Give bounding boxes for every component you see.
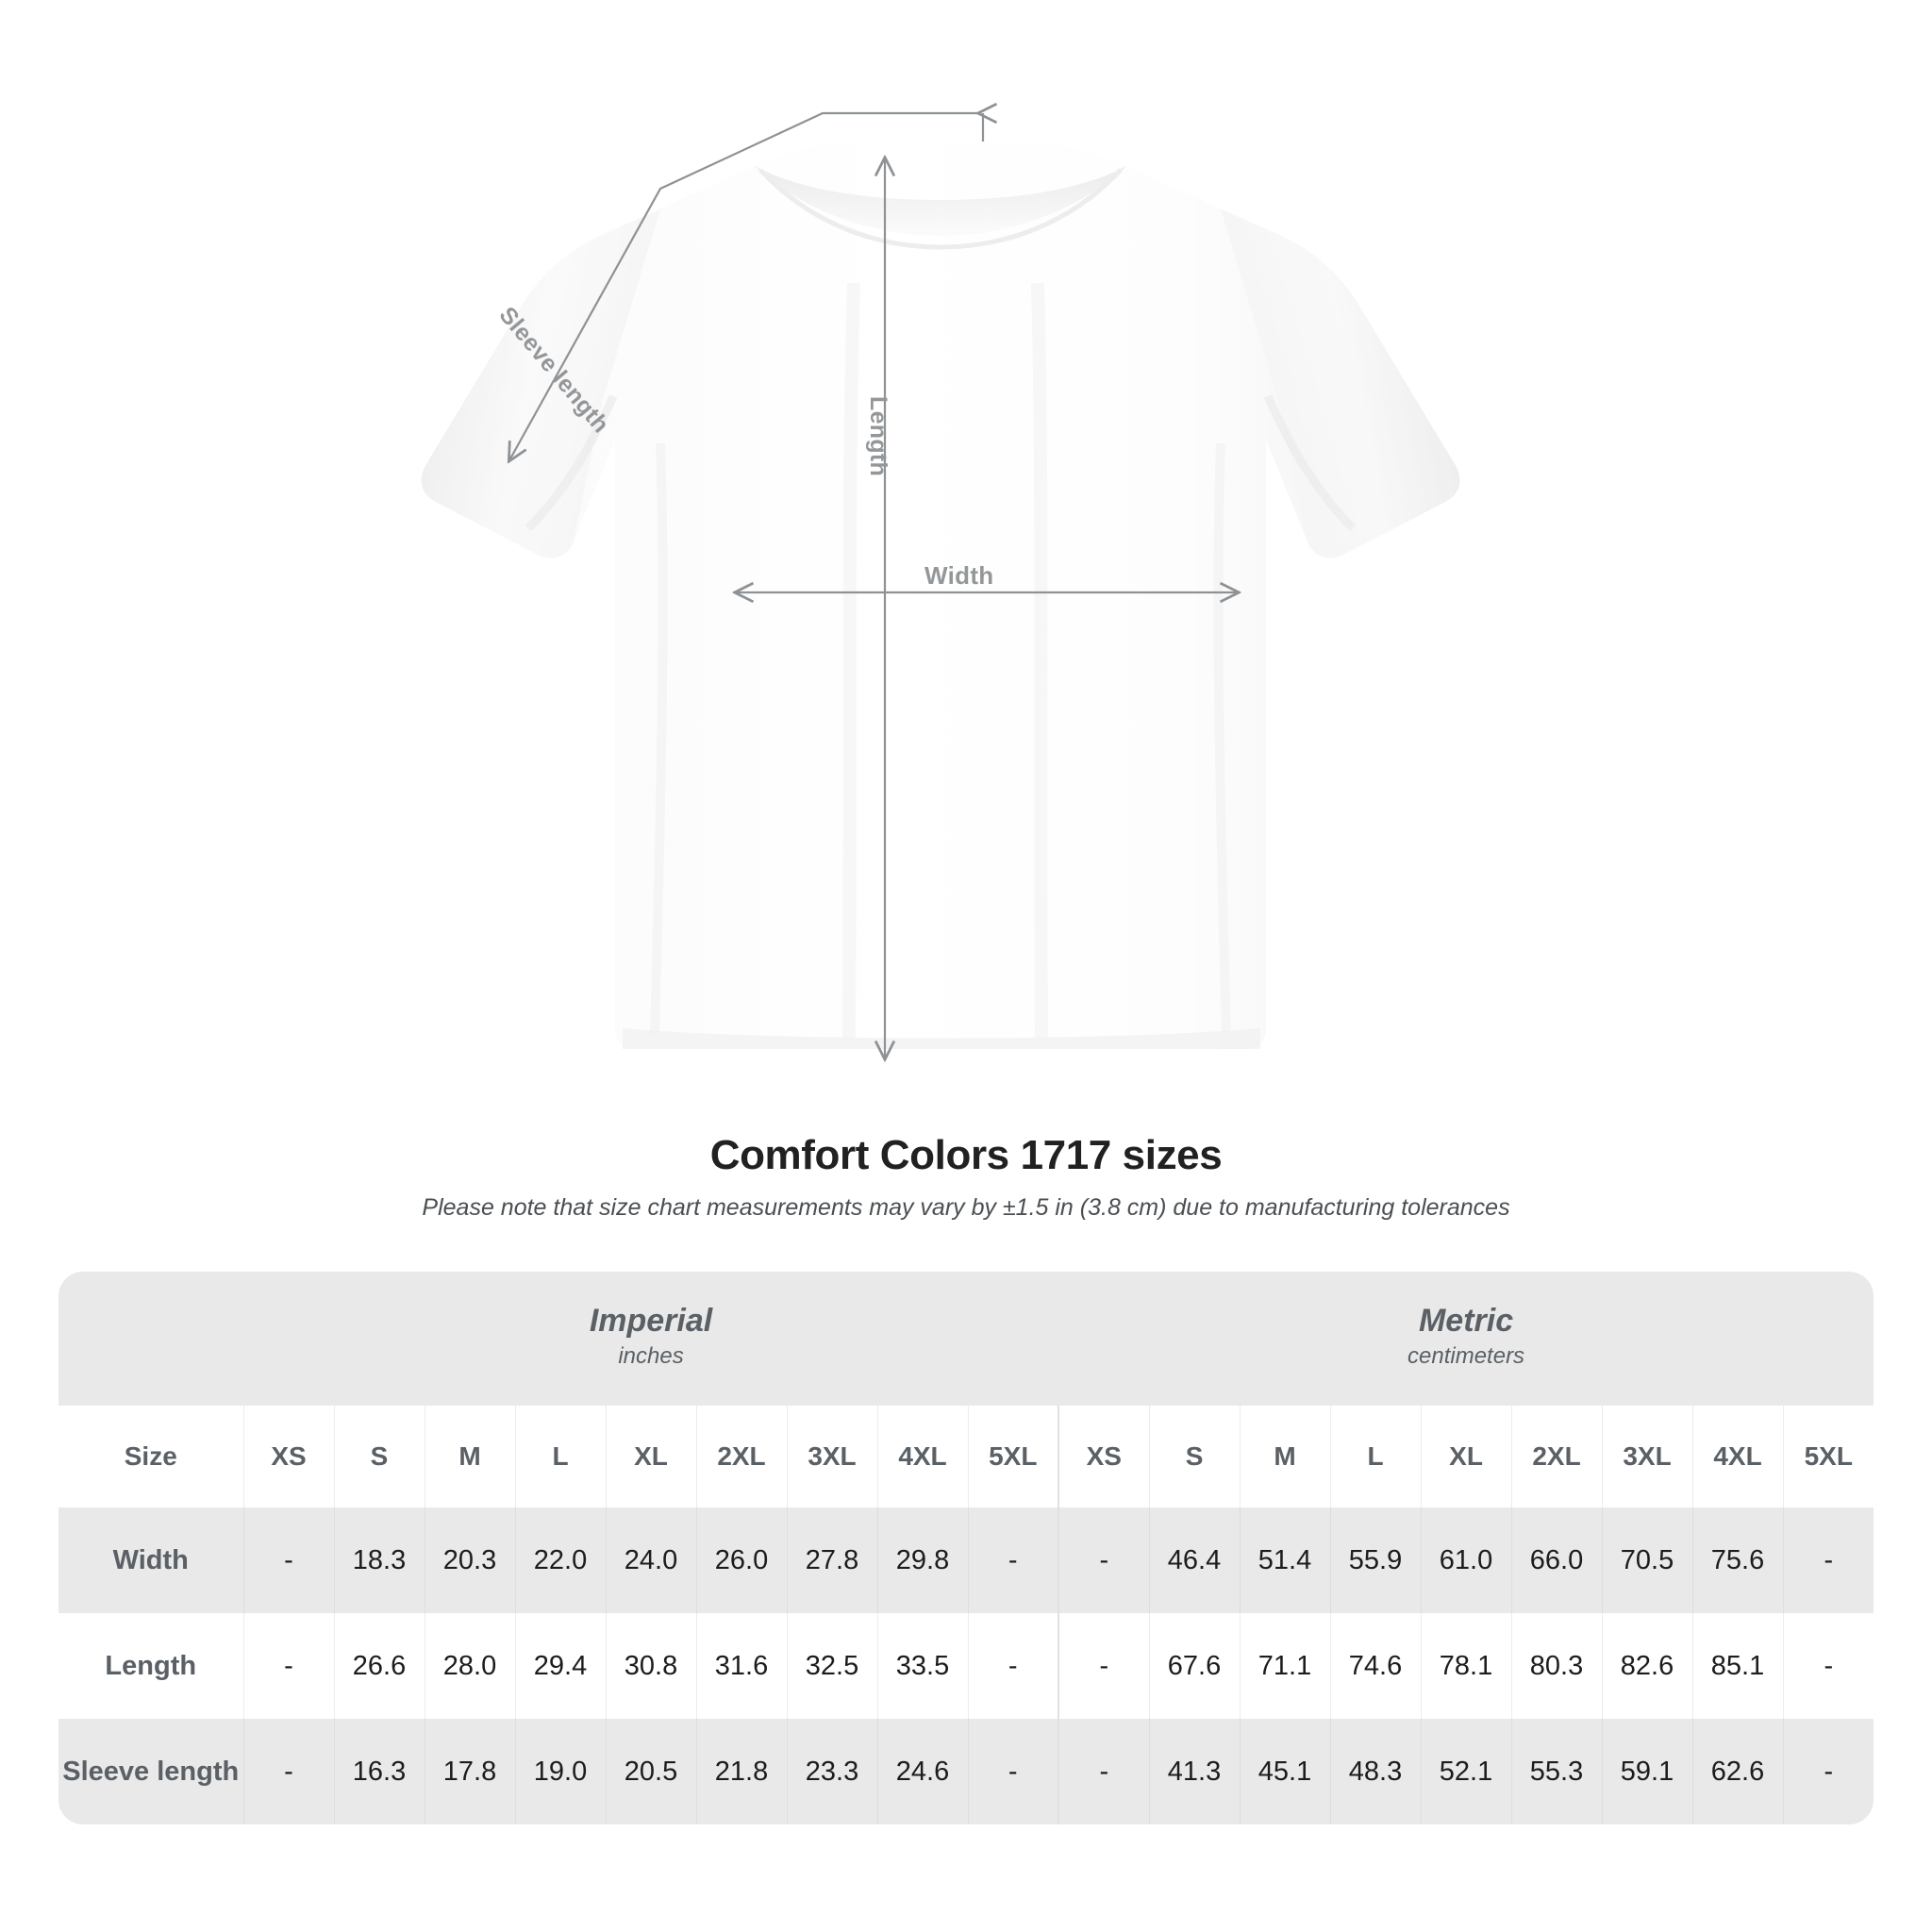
width-label: Width bbox=[924, 561, 994, 590]
cell-width-metric-3xl: 70.5 bbox=[1601, 1507, 1693, 1613]
length-label: Length bbox=[865, 396, 891, 477]
cell-sleeve-length-metric-3xl: 59.1 bbox=[1601, 1719, 1693, 1824]
cell-length-metric-s: 67.6 bbox=[1148, 1613, 1241, 1719]
sleeve-length-arrow bbox=[509, 113, 983, 460]
size-header-m-imperial: M bbox=[424, 1406, 515, 1507]
unit-band-row: Imperial inches Metric centimeters bbox=[58, 1272, 1874, 1406]
cell-width-imperial-4xl: 29.8 bbox=[876, 1507, 968, 1613]
unit-section-title: Imperial bbox=[589, 1303, 713, 1340]
size-header-4xl-metric: 4XL bbox=[1691, 1406, 1784, 1507]
cell-length-metric-2xl: 80.3 bbox=[1510, 1613, 1603, 1719]
size-header-5xl-metric: 5XL bbox=[1782, 1406, 1874, 1507]
cell-width-metric-5xl: - bbox=[1782, 1507, 1874, 1613]
cell-width-imperial-l: 22.0 bbox=[514, 1507, 606, 1613]
size-header-xl-imperial: XL bbox=[605, 1406, 696, 1507]
cell-sleeve-length-metric-s: 41.3 bbox=[1148, 1719, 1241, 1824]
cell-width-metric-xl: 61.0 bbox=[1420, 1507, 1512, 1613]
cell-length-metric-xs: - bbox=[1058, 1613, 1150, 1719]
size-header-3xl-metric: 3XL bbox=[1601, 1406, 1693, 1507]
cell-length-metric-4xl: 85.1 bbox=[1691, 1613, 1784, 1719]
size-header-2xl-metric: 2XL bbox=[1510, 1406, 1603, 1507]
size-header-xs-metric: XS bbox=[1058, 1406, 1150, 1507]
cell-sleeve-length-imperial-m: 17.8 bbox=[424, 1719, 515, 1824]
cell-sleeve-length-metric-5xl: - bbox=[1782, 1719, 1874, 1824]
cell-width-metric-4xl: 75.6 bbox=[1691, 1507, 1784, 1613]
tshirt-illustration bbox=[421, 0, 1460, 1113]
cell-length-imperial-m: 28.0 bbox=[424, 1613, 515, 1719]
row-label-length: Length bbox=[58, 1613, 243, 1719]
cell-sleeve-length-metric-xs: - bbox=[1058, 1719, 1150, 1824]
size-header-s-imperial: S bbox=[333, 1406, 425, 1507]
cell-sleeve-length-imperial-s: 16.3 bbox=[333, 1719, 425, 1824]
size-header-xs-imperial: XS bbox=[242, 1406, 334, 1507]
size-header-m-metric: M bbox=[1239, 1406, 1331, 1507]
unit-section-imperial: Imperial inches bbox=[243, 1272, 1059, 1406]
cell-width-imperial-m: 20.3 bbox=[424, 1507, 515, 1613]
cell-width-imperial-5xl: - bbox=[967, 1507, 1059, 1613]
cell-sleeve-length-metric-m: 45.1 bbox=[1239, 1719, 1331, 1824]
shirt-shape bbox=[421, 142, 1460, 1049]
cell-length-imperial-4xl: 33.5 bbox=[876, 1613, 968, 1719]
cell-width-metric-2xl: 66.0 bbox=[1510, 1507, 1603, 1613]
tolerance-note: Please note that size chart measurements… bbox=[422, 1194, 1510, 1221]
size-header-l-metric: L bbox=[1329, 1406, 1422, 1507]
cell-length-metric-l: 74.6 bbox=[1329, 1613, 1422, 1719]
cell-length-imperial-s: 26.6 bbox=[333, 1613, 425, 1719]
size-table: Imperial inches Metric centimeters Size XS S M L… bbox=[58, 1272, 1874, 1824]
cell-width-metric-l: 55.9 bbox=[1329, 1507, 1422, 1613]
unit-section-metric: Metric centimeters bbox=[1058, 1272, 1874, 1406]
size-header-label: Size bbox=[58, 1406, 243, 1507]
cell-sleeve-length-imperial-3xl: 23.3 bbox=[786, 1719, 877, 1824]
cell-width-imperial-3xl: 27.8 bbox=[786, 1507, 877, 1613]
size-header-2xl-imperial: 2XL bbox=[695, 1406, 787, 1507]
cell-sleeve-length-imperial-l: 19.0 bbox=[514, 1719, 606, 1824]
cell-sleeve-length-imperial-xl: 20.5 bbox=[605, 1719, 696, 1824]
cell-sleeve-length-metric-2xl: 55.3 bbox=[1510, 1719, 1603, 1824]
cell-length-imperial-5xl: - bbox=[967, 1613, 1059, 1719]
cell-width-metric-s: 46.4 bbox=[1148, 1507, 1241, 1613]
size-table-container: Imperial inches Metric centimeters Size XS S M L… bbox=[58, 1272, 1874, 1824]
cell-sleeve-length-imperial-5xl: - bbox=[967, 1719, 1059, 1824]
table-row: Sleeve length -16.3 17.8 19.0 20.5 21.8 23.3 24… bbox=[58, 1719, 1874, 1824]
cell-sleeve-length-imperial-2xl: 21.8 bbox=[695, 1719, 787, 1824]
cell-width-metric-xs: - bbox=[1058, 1507, 1150, 1613]
row-label-width: Width bbox=[58, 1507, 243, 1613]
cell-length-imperial-3xl: 32.5 bbox=[786, 1613, 877, 1719]
cell-length-imperial-xl: 30.8 bbox=[605, 1613, 696, 1719]
cell-length-metric-3xl: 82.6 bbox=[1601, 1613, 1693, 1719]
size-header-xl-metric: XL bbox=[1420, 1406, 1512, 1507]
size-header-row: Size XS S M L XL 2XL 3XL 4XL 5XL XS S M L XL 2XL 3XL 4XL 5… bbox=[58, 1406, 1874, 1507]
cell-length-imperial-l: 29.4 bbox=[514, 1613, 606, 1719]
cell-length-imperial-xs: - bbox=[242, 1613, 334, 1719]
cell-length-imperial-2xl: 31.6 bbox=[695, 1613, 787, 1719]
cell-sleeve-length-metric-xl: 52.1 bbox=[1420, 1719, 1512, 1824]
cell-width-imperial-s: 18.3 bbox=[333, 1507, 425, 1613]
cell-width-imperial-xs: - bbox=[242, 1507, 334, 1613]
cell-sleeve-length-imperial-4xl: 24.6 bbox=[876, 1719, 968, 1824]
unit-section-subtitle: centimeters bbox=[1407, 1342, 1525, 1369]
size-chart-diagram: Sleeve length Length Width bbox=[421, 0, 1460, 1113]
cell-length-metric-xl: 78.1 bbox=[1420, 1613, 1512, 1719]
page-title: Comfort Colors 1717 sizes bbox=[709, 1132, 1223, 1178]
size-header-s-metric: S bbox=[1148, 1406, 1241, 1507]
size-header-3xl-imperial: 3XL bbox=[786, 1406, 877, 1507]
cell-length-metric-m: 71.1 bbox=[1239, 1613, 1331, 1719]
unit-section-subtitle: inches bbox=[618, 1342, 684, 1369]
cell-width-imperial-xl: 24.0 bbox=[605, 1507, 696, 1613]
size-header-l-imperial: L bbox=[514, 1406, 606, 1507]
row-label-sleeve-length: Sleeve length bbox=[58, 1719, 243, 1824]
size-header-5xl-imperial: 5XL bbox=[967, 1406, 1059, 1507]
size-header-4xl-imperial: 4XL bbox=[876, 1406, 968, 1507]
cell-length-metric-5xl: - bbox=[1782, 1613, 1874, 1719]
table-row: Length -26.6 28.0 29.4 30.8 31.6 32.5 33.5- -67.… bbox=[58, 1613, 1874, 1719]
title-block: Comfort Colors 1717 sizes Please note th… bbox=[0, 1132, 1932, 1222]
cell-sleeve-length-metric-l: 48.3 bbox=[1329, 1719, 1422, 1824]
cell-sleeve-length-imperial-xs: - bbox=[242, 1719, 334, 1824]
cell-sleeve-length-metric-4xl: 62.6 bbox=[1691, 1719, 1784, 1824]
unit-section-title: Metric bbox=[1418, 1303, 1514, 1340]
cell-width-imperial-2xl: 26.0 bbox=[695, 1507, 787, 1613]
cell-width-metric-m: 51.4 bbox=[1239, 1507, 1331, 1613]
unit-band-spacer bbox=[58, 1272, 243, 1406]
table-row: Width -18.3 20.3 22.0 24.0 26.0 27.8 29.8- -46.4… bbox=[58, 1507, 1874, 1613]
